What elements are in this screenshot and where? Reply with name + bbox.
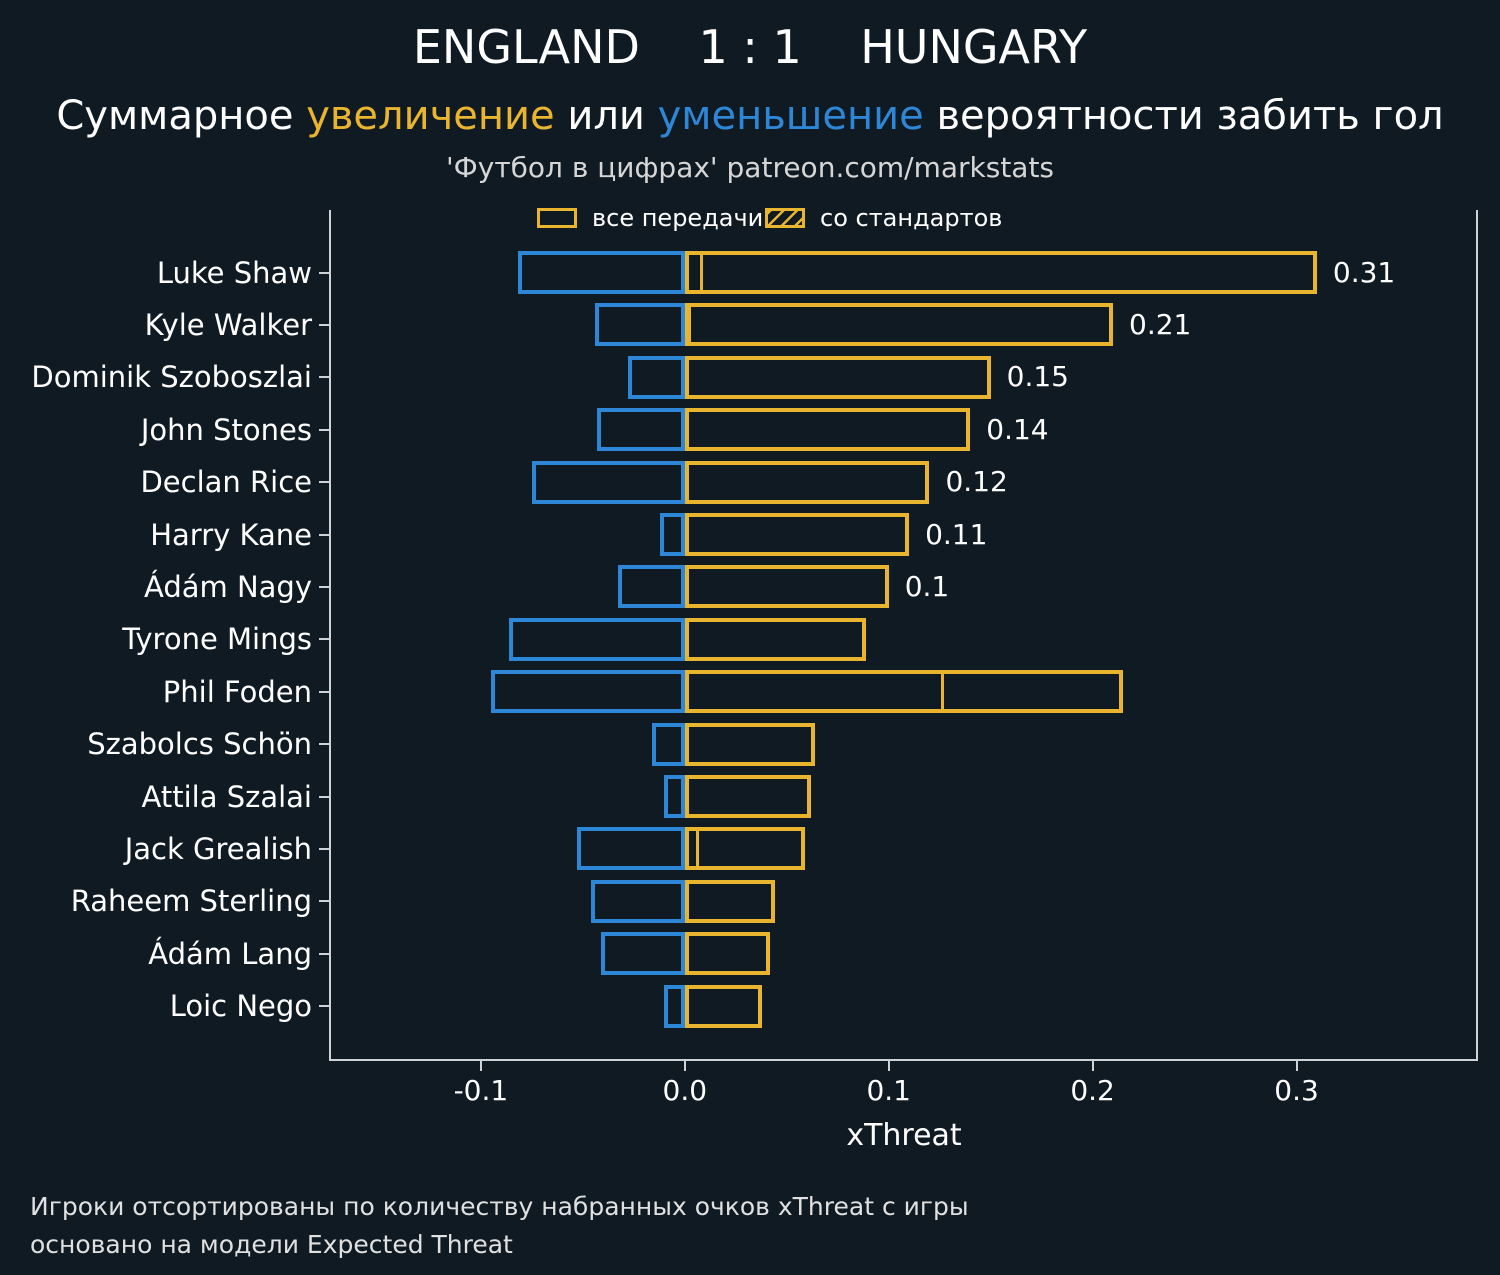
- footnote-line-1: Игроки отсортированы по количеству набра…: [30, 1192, 969, 1221]
- y-tick: [319, 847, 330, 850]
- player-name: Harry Kane: [150, 517, 312, 552]
- y-tick: [319, 323, 330, 326]
- player-name: Ádám Nagy: [143, 569, 312, 604]
- value-label: 0.12: [945, 465, 1008, 499]
- player-name: Attila Szalai: [141, 779, 312, 814]
- value-label: 0.11: [925, 517, 988, 551]
- bar-positive: [684, 460, 930, 504]
- bar-negative: [491, 670, 685, 714]
- bar-positive: [684, 565, 889, 609]
- x-axis-line: [329, 1059, 1478, 1061]
- x-tick: [1295, 1061, 1298, 1071]
- y-tick: [319, 638, 330, 641]
- y-tick: [319, 1005, 330, 1008]
- bar-positive: [684, 984, 763, 1028]
- value-label: 0.31: [1332, 255, 1396, 289]
- bar-negative: [627, 355, 685, 399]
- player-name: Dominik Szoboszlai: [31, 360, 312, 395]
- footnote-line-2: основано на модели Expected Threat: [30, 1230, 513, 1259]
- x-axis-title: xThreat: [846, 1118, 962, 1153]
- player-name: Jack Grealish: [124, 831, 312, 866]
- chart-subtitle: Суммарное увеличение или уменьшение веро…: [0, 93, 1500, 139]
- bar-negative: [664, 775, 685, 818]
- right-axis-line: [1476, 210, 1478, 1061]
- credit-line: 'Футбол в цифрах' patreon.com/markstats: [445, 151, 1055, 184]
- y-tick: [319, 481, 330, 484]
- player-name: Kyle Walker: [144, 307, 312, 342]
- x-tick: [1091, 1061, 1094, 1071]
- x-tick-label: 0.0: [662, 1074, 708, 1107]
- y-tick: [319, 952, 330, 955]
- value-label: 0.21: [1129, 307, 1192, 341]
- player-name: John Stones: [140, 412, 312, 447]
- bar-negative: [591, 879, 685, 923]
- legend-swatch-all-passes: [537, 208, 577, 228]
- player-name: Raheem Sterling: [70, 884, 312, 919]
- x-tick: [479, 1061, 482, 1071]
- player-name: Szabolcs Schön: [87, 727, 312, 762]
- player-name: Phil Foden: [162, 674, 312, 709]
- value-label: 0.15: [1006, 360, 1069, 394]
- bar-negative: [660, 513, 685, 556]
- bar-negative: [576, 827, 685, 871]
- player-name: Tyrone Mings: [122, 622, 312, 657]
- bar-positive: [684, 827, 806, 871]
- bar-set-pieces: [684, 303, 691, 347]
- bar-positive: [684, 879, 775, 923]
- y-tick: [319, 900, 330, 903]
- y-tick: [319, 428, 330, 431]
- bar-positive: [684, 722, 816, 766]
- x-tick: [683, 1061, 686, 1071]
- y-tick: [319, 376, 330, 379]
- legend-label-all-passes: все передачи: [592, 204, 764, 232]
- bar-positive: [684, 513, 910, 556]
- value-label: 0.14: [986, 412, 1049, 446]
- y-tick: [319, 795, 330, 798]
- bar-negative: [531, 460, 685, 504]
- bar-negative: [509, 617, 685, 661]
- y-tick: [319, 743, 330, 746]
- x-tick-label: 0.3: [1274, 1074, 1319, 1107]
- bar-positive: [684, 617, 867, 661]
- y-tick: [319, 533, 330, 536]
- bar-negative: [652, 722, 685, 766]
- bar-positive: [684, 355, 991, 399]
- x-tick-label: 0.2: [1070, 1074, 1115, 1107]
- bar-negative: [601, 932, 685, 976]
- y-tick: [319, 585, 330, 588]
- bar-negative: [664, 984, 685, 1028]
- subtitle-part-3: вероятности забить гол: [923, 93, 1444, 139]
- y-axis-line: [329, 210, 331, 1061]
- bar-set-pieces: [684, 670, 944, 714]
- bar-negative: [595, 303, 685, 347]
- subtitle-decrease-word: уменьшение: [657, 93, 924, 139]
- subtitle-part-1: Суммарное: [56, 93, 307, 139]
- player-name: Loic Nego: [169, 989, 312, 1024]
- value-label: 0.1: [904, 569, 950, 603]
- legend-swatch-set-pieces: [765, 208, 805, 228]
- bar-positive: [684, 303, 1113, 347]
- x-tick: [887, 1061, 890, 1071]
- bar-positive: [684, 251, 1317, 294]
- bar-positive: [684, 408, 971, 452]
- player-name: Declan Rice: [140, 465, 312, 500]
- player-name: Ádám Lang: [148, 936, 312, 971]
- bar-negative: [617, 565, 685, 609]
- x-tick-label: -0.1: [453, 1074, 509, 1107]
- subtitle-increase-word: увеличение: [306, 93, 555, 139]
- y-tick: [319, 271, 330, 274]
- bar-positive: [684, 775, 812, 818]
- player-name: Luke Shaw: [156, 255, 312, 290]
- legend-label-set-pieces: со стандартов: [820, 204, 1003, 232]
- y-tick: [319, 690, 330, 693]
- subtitle-part-2: или: [554, 93, 658, 139]
- bar-set-pieces: [684, 827, 700, 871]
- bar-positive: [684, 932, 771, 976]
- match-title: ENGLAND 1 : 1 HUNGARY: [412, 20, 1088, 74]
- x-tick-label: 0.1: [866, 1074, 911, 1107]
- bar-negative: [597, 408, 685, 452]
- bar-set-pieces: [684, 251, 704, 294]
- bar-negative: [517, 251, 685, 294]
